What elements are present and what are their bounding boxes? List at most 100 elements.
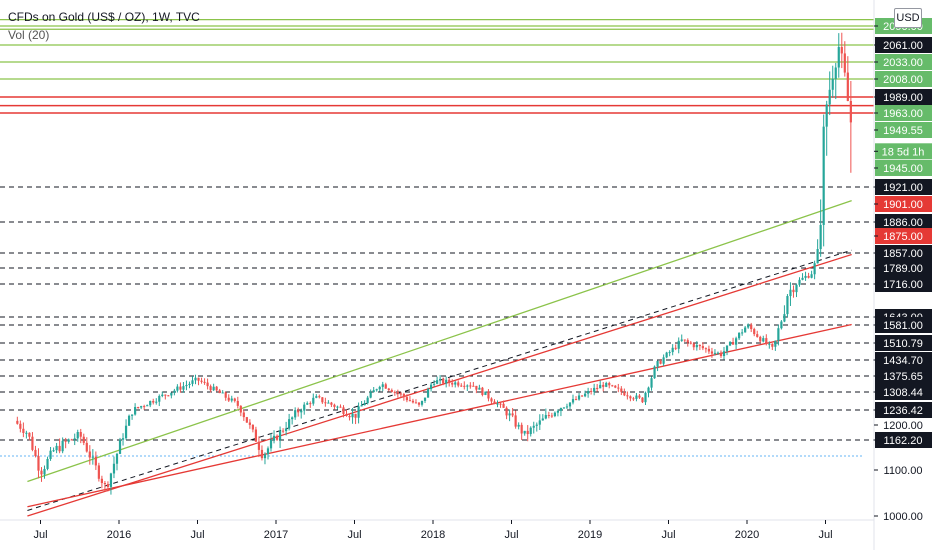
price-tag[interactable]: 1921.00 [874, 179, 932, 195]
price-tag[interactable]: 2061.00 [874, 37, 932, 53]
candle-body [759, 336, 762, 342]
price-tag[interactable]: 1510.79 [874, 335, 932, 351]
candle-body [266, 448, 270, 455]
candle-body [541, 418, 544, 421]
candle-body [275, 435, 279, 440]
candle-body [747, 324, 750, 328]
chart-legend: CFDs on Gold (US$ / OZ), 1W, TVC Vol (20… [8, 8, 200, 44]
price-tag[interactable]: 1886.00 [874, 214, 932, 230]
candle-body [562, 407, 566, 409]
candle-body [22, 428, 25, 433]
candle-body [300, 410, 303, 413]
candle-body [88, 451, 91, 458]
symbol-title[interactable]: CFDs on Gold (US$ / OZ), 1W, TVC [8, 10, 200, 24]
price-tag[interactable]: 1200.00 [874, 420, 923, 432]
price-tag[interactable]: 1100.00 [874, 465, 922, 477]
price-tag[interactable]: 2033.00 [874, 54, 932, 70]
candle-body [242, 412, 245, 418]
candle-body [405, 397, 409, 401]
candle-body [445, 379, 448, 384]
candle-body [683, 339, 686, 341]
candle-body [140, 406, 143, 408]
candle-body [312, 397, 315, 404]
price-tag[interactable]: 2008.00 [874, 71, 932, 87]
candle-body [692, 343, 695, 348]
price-tag-label: 1945.00 [883, 163, 923, 175]
currency-button[interactable]: USD [894, 8, 922, 28]
candle-body [526, 430, 529, 435]
price-tag-bg [875, 335, 932, 351]
candle-body [236, 400, 239, 406]
trendline[interactable] [27, 249, 852, 511]
price-tag[interactable]: 1901.00 [874, 196, 932, 212]
candle-body [439, 378, 442, 381]
candle-body [426, 389, 430, 398]
price-tag[interactable]: 1434.70 [874, 352, 932, 368]
price-tag[interactable]: 1236.42 [874, 402, 932, 418]
price-tag[interactable]: 1375.65 [874, 368, 932, 384]
price-tag[interactable]: 1963.00 [874, 105, 932, 121]
candle-body [614, 385, 617, 388]
candle-body [40, 470, 43, 475]
price-tag-bg [875, 89, 932, 105]
trendline[interactable] [27, 253, 852, 517]
candle-body [285, 428, 288, 432]
price-tag-label: 1963.00 [883, 108, 923, 120]
candle-body [502, 403, 505, 408]
price-tag[interactable]: 1308.44 [874, 384, 932, 400]
candle-body [457, 382, 460, 386]
candle-body [309, 403, 312, 405]
candle-body [813, 263, 816, 275]
price-tag-label: 1434.70 [883, 355, 923, 367]
candle-body [843, 53, 846, 73]
candle-body [161, 394, 164, 396]
price-tag[interactable]: 1000.00 [874, 511, 923, 523]
price-tag[interactable]: 1162.20 [874, 432, 932, 448]
candle-body [493, 401, 496, 405]
candle-body [218, 390, 221, 394]
price-tag[interactable]: 1857.00 [874, 245, 932, 261]
candle-body [741, 332, 744, 334]
trendline[interactable] [27, 323, 852, 508]
candle-body [722, 351, 726, 357]
price-tag[interactable]: 1989.00 [874, 89, 932, 105]
candle-body [822, 126, 825, 225]
candle-body [710, 351, 714, 354]
candle-body [744, 327, 747, 333]
candle-body [34, 449, 37, 456]
price-tag[interactable]: 18 5d 1h [874, 143, 932, 160]
candle-body [674, 347, 677, 349]
candle-body [396, 391, 399, 394]
price-tag[interactable]: 1581.00 [874, 317, 932, 333]
volume-indicator-label[interactable]: Vol (20) [8, 28, 50, 42]
candle-body [469, 385, 472, 387]
trendline[interactable] [27, 199, 852, 483]
price-tag-label: 1200.00 [883, 420, 923, 432]
price-tag-label: 1857.00 [883, 248, 923, 260]
price-tag[interactable]: 1716.00 [874, 276, 932, 292]
price-tag-bg [875, 143, 932, 160]
price-tag[interactable]: 1945.00 [874, 160, 932, 176]
price-tag[interactable]: 1949.55 [874, 122, 932, 138]
price-tag-label: 1510.79 [883, 338, 923, 350]
candle-body [580, 395, 584, 397]
price-tag-label: 1949.55 [883, 125, 923, 137]
candle-body [596, 387, 599, 389]
candle-body [508, 413, 511, 416]
candle-body [662, 357, 665, 364]
price-tag[interactable]: 1875.00 [874, 228, 932, 244]
candle-body [294, 410, 297, 418]
price-tag-label: 1789.00 [883, 263, 923, 275]
price-tag[interactable]: 1789.00 [874, 260, 932, 276]
candle-body [134, 407, 137, 415]
candle-body [399, 393, 402, 395]
price-tag-label: 1716.00 [883, 279, 923, 291]
candle-body [176, 386, 179, 391]
candle-body [668, 352, 671, 354]
candle-body [734, 338, 738, 345]
candle-body [327, 402, 330, 404]
price-tag-bg [875, 54, 932, 70]
price-tag-label: 1162.20 [884, 435, 923, 447]
